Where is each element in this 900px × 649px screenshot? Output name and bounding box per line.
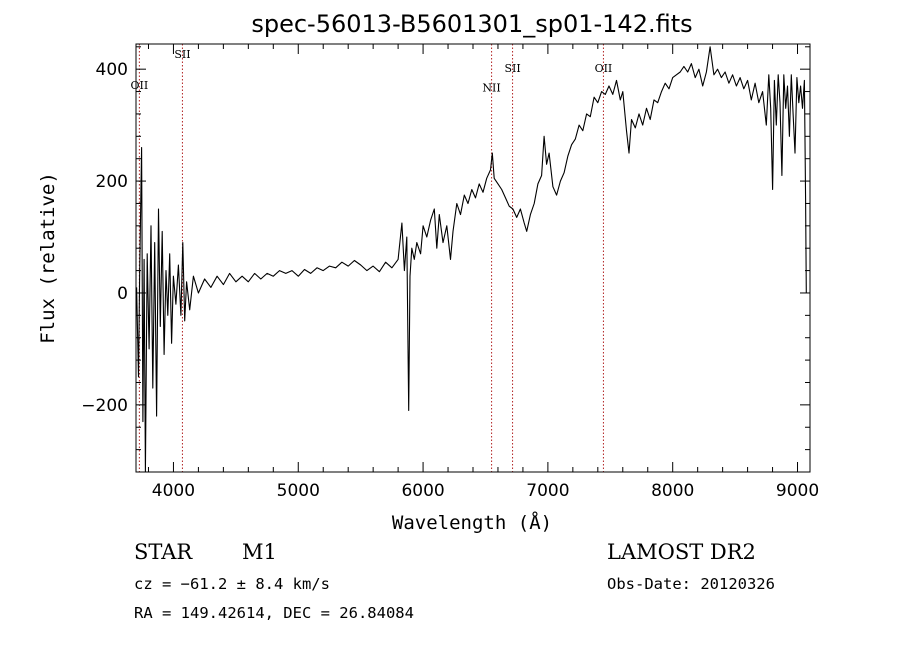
emission-line-markers [138, 44, 604, 472]
y-tick-label: 400 [96, 60, 128, 80]
spectrum-series [136, 46, 807, 473]
survey-name: LAMOST DR2 [607, 540, 756, 564]
x-axis-ticks: 4000 5000 6000 7000 8000 9000 [147, 44, 819, 501]
x-tick-label: 8000 [651, 481, 694, 501]
y-tick-label: 0 [117, 284, 128, 304]
observation-date: Obs-Date: 20120326 [607, 575, 775, 593]
spectrum-line [136, 46, 807, 473]
x-axis-label: Wavelength (Å) [392, 511, 552, 534]
x-tick-label: 5000 [277, 481, 320, 501]
x-tick-label: 9000 [776, 481, 819, 501]
y-tick-label: 200 [96, 172, 128, 192]
x-tick-label: 6000 [401, 481, 444, 501]
plot-frame [135, 43, 811, 473]
redshift-velocity: cz = −61.2 ± 8.4 km/s [134, 575, 330, 593]
y-tick-label: −200 [81, 396, 128, 416]
object-type: STAR [134, 540, 193, 564]
emission-line-label: OII [131, 79, 149, 92]
emission-line-label: SII [504, 62, 520, 75]
emission-line-label: NII [482, 82, 500, 95]
sky-coordinates: RA = 149.42614, DEC = 26.84084 [134, 604, 414, 622]
chart-title: spec-56013-B5601301_sp01-142.fits [251, 10, 692, 38]
x-tick-label: 4000 [152, 481, 195, 501]
emission-line-labels: OII SII NII SII OII [131, 48, 613, 95]
emission-line-label: OII [595, 62, 613, 75]
object-subclass: M1 [242, 540, 277, 564]
y-axis-ticks: −200 0 200 400 [81, 46, 810, 451]
x-tick-label: 7000 [526, 481, 569, 501]
emission-line-label: SII [174, 48, 190, 61]
y-axis-label: Flux (relative) [37, 172, 59, 344]
